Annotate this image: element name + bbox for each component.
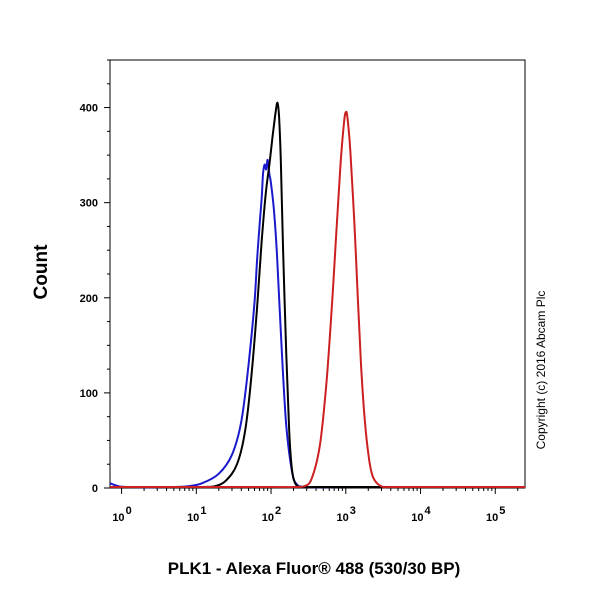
x-tick-exponent: 2 (275, 505, 281, 517)
y-tick-label: 200 (80, 293, 98, 305)
x-tick-exponent: 4 (425, 505, 432, 517)
y-tick-label: 0 (92, 483, 98, 495)
y-tick-label: 400 (80, 103, 98, 115)
x-tick-exponent: 1 (200, 505, 206, 517)
y-tick-label: 300 (80, 198, 98, 210)
y-tick-label: 100 (80, 388, 98, 400)
x-tick-exponent: 5 (499, 505, 505, 517)
x-tick-label: 10 (112, 512, 124, 524)
copyright-notice: Copyright (c) 2016 Abcam Plc (534, 291, 548, 450)
plot-border (109, 59, 526, 489)
y-axis-label: Count (31, 244, 52, 300)
y-axis-ticks: 0 100 200 300 400 (80, 59, 110, 495)
x-tick-label: 10 (486, 512, 498, 524)
histogram-line-2 (109, 101, 526, 489)
histogram-series (109, 101, 526, 489)
x-tick-label: 10 (187, 512, 199, 524)
histogram-line-3 (109, 110, 526, 489)
x-axis-label: PLK1 - Alexa Fluor® 488 (530/30 BP) (168, 559, 461, 578)
x-tick-exponent: 3 (350, 505, 356, 517)
x-tick-exponent: 0 (126, 505, 132, 517)
histogram-line-1 (109, 158, 526, 489)
x-tick-label: 10 (411, 512, 423, 524)
x-tick-label: 10 (262, 512, 274, 524)
x-tick-label: 10 (337, 512, 349, 524)
plot-frame (109, 59, 526, 489)
